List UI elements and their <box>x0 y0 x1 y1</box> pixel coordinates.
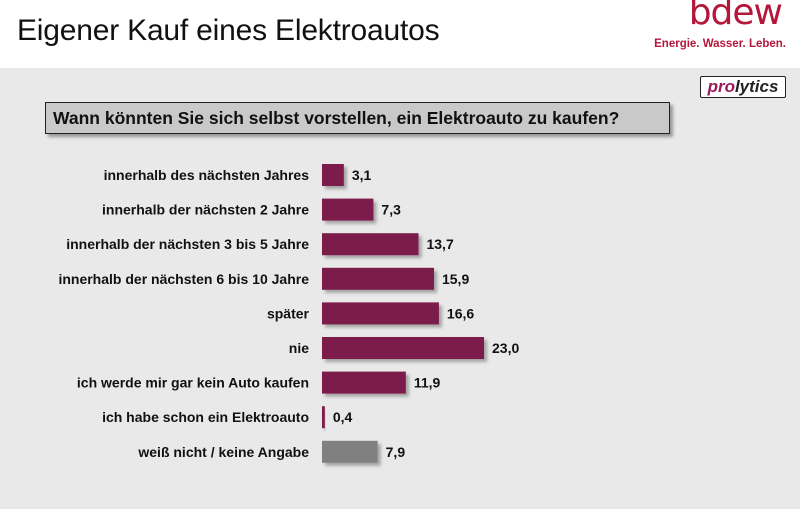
value-label: 7,9 <box>386 444 406 460</box>
value-label: 23,0 <box>492 340 519 356</box>
bar <box>322 371 406 394</box>
value-label: 7,3 <box>381 202 401 218</box>
page-title: Eigener Kauf eines Elektroautos <box>17 14 440 47</box>
category-label: innerhalb der nächsten 6 bis 10 Jahre <box>58 271 309 287</box>
value-label: 3,1 <box>352 167 372 183</box>
logo-tagline: Energie. Wasser. Leben. <box>654 38 786 50</box>
bar <box>322 233 419 256</box>
category-label: innerhalb der nächsten 3 bis 5 Jahre <box>66 236 309 252</box>
prolytics-logo-lytics: lytics <box>734 77 779 96</box>
category-label: ich werde mir gar kein Auto kaufen <box>77 375 309 391</box>
bar <box>322 164 344 186</box>
bar <box>322 198 374 221</box>
value-label: 16,6 <box>447 305 474 321</box>
bdew-logo: bdew Energie. Wasser. Leben. <box>654 0 786 60</box>
logo-wordmark: bdew <box>688 0 783 33</box>
value-label: 13,7 <box>426 236 453 252</box>
category-label: weiß nicht / keine Angabe <box>137 444 309 460</box>
bar-chart: innerhalb des nächsten Jahres 3,1 innerhal… <box>58 164 519 463</box>
category-label: innerhalb der nächsten 2 Jahre <box>102 202 309 218</box>
bar <box>322 267 434 290</box>
bar <box>322 302 439 325</box>
bar <box>322 337 484 359</box>
header: Eigener Kauf eines Elektroautos bdew Ene… <box>0 0 800 68</box>
bar <box>322 440 378 463</box>
category-label: später <box>267 305 310 321</box>
prolytics-logo-pro: pro <box>707 77 735 96</box>
bar <box>322 406 325 429</box>
category-label: ich habe schon ein Elektroauto <box>102 409 309 425</box>
value-label: 11,9 <box>414 375 441 391</box>
category-label: nie <box>289 340 309 356</box>
category-label: innerhalb des nächsten Jahres <box>104 167 310 183</box>
prolytics-logo: prolytics <box>700 76 786 98</box>
main-panel: prolytics Wann könnten Sie sich selbst v… <box>0 68 800 509</box>
value-label: 15,9 <box>442 271 469 287</box>
question-box: Wann könnten Sie sich selbst vorstellen,… <box>45 102 670 134</box>
value-label: 0,4 <box>333 409 353 425</box>
